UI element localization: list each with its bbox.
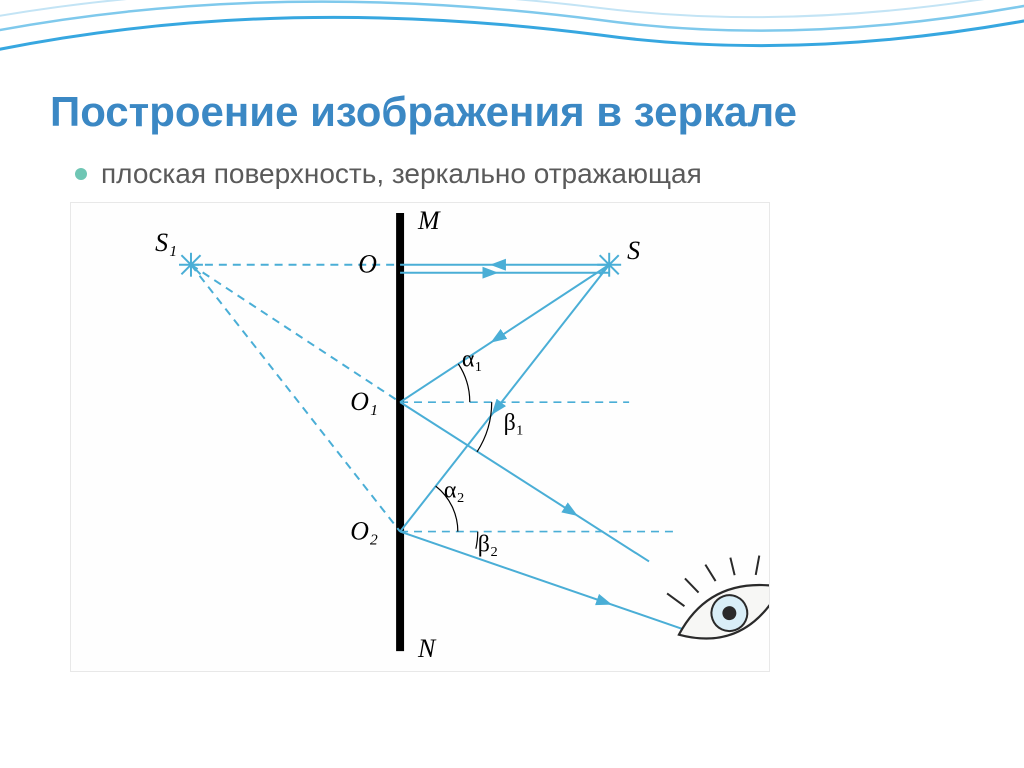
diagram-svg: M Nα₁ β₁ α₂ β₂ S S₁ O O₁ O₂: [71, 203, 769, 671]
angle-label-β₂: β₂: [478, 532, 498, 558]
point-label-O: O: [358, 250, 377, 279]
label-M: M: [417, 206, 441, 235]
angle-label-α₂: α₂: [444, 478, 465, 504]
mirror-diagram: M Nα₁ β₁ α₂ β₂ S S₁ O O₁ O₂: [70, 202, 770, 672]
ray-O2-Eye: [400, 532, 689, 632]
ray-S-O1: [400, 265, 609, 402]
bullet-row: плоская поверхность, зеркально отражающа…: [75, 158, 702, 190]
angle-arc-β₁: [477, 402, 492, 452]
ray-O1-Eye: [400, 402, 649, 561]
slide: Построение изображения в зеркале плоская…: [0, 0, 1024, 768]
eye-icon: [660, 543, 769, 651]
angle-label-β₁: β₁: [504, 410, 524, 436]
bullet-text: плоская поверхность, зеркально отражающа…: [101, 158, 702, 190]
point-label-O2: O₂: [350, 517, 378, 546]
curve-2: [0, 0, 1024, 40]
point-label-O1: O₁: [350, 387, 378, 416]
label-N: N: [417, 634, 437, 663]
bullet-dot-icon: [75, 168, 87, 180]
angle-label-α₁: α₁: [462, 346, 483, 372]
ray-S1-O1: [191, 265, 400, 402]
point-label-S1: S₁: [155, 228, 177, 257]
curve-1: [0, 10, 1024, 60]
ray-S-O2: [400, 265, 609, 532]
point-label-S: S: [627, 236, 640, 265]
decorative-curves: [0, 0, 1024, 90]
slide-title: Построение изображения в зеркале: [50, 88, 797, 136]
curve-3: [0, 0, 1024, 25]
